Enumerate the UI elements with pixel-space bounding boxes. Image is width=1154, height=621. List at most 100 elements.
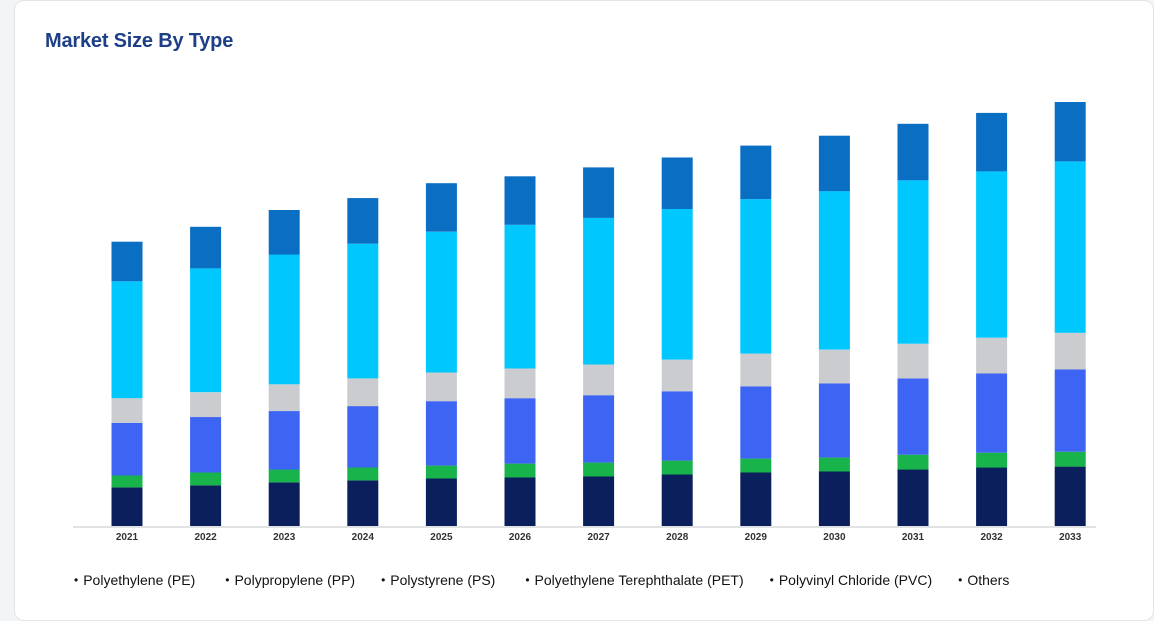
legend-bullet-icon: • xyxy=(525,573,530,587)
bar-segment-2028-series-3 xyxy=(661,359,693,392)
bar-segment-2033-series-0 xyxy=(1054,466,1086,526)
bar-segment-2027-series-4 xyxy=(583,217,615,365)
bar-segment-2031-series-2 xyxy=(897,378,929,455)
bar-segment-2025-series-1 xyxy=(425,465,457,479)
legend-bullet-icon: • xyxy=(74,573,79,587)
bar-segment-2024-series-5 xyxy=(347,198,379,244)
bar-segment-2027-series-0 xyxy=(583,476,615,526)
bar-segment-2029-series-2 xyxy=(740,386,772,459)
bar-segment-2030-series-0 xyxy=(818,471,850,526)
legend-bullet-icon: • xyxy=(958,573,963,587)
legend-item: • Polypropylene (PP) xyxy=(225,572,355,588)
bar-segment-2028-series-2 xyxy=(661,391,693,461)
bar-segment-2021-series-1 xyxy=(111,475,143,488)
bar-segment-2022-series-1 xyxy=(190,472,222,486)
bar-segment-2023-series-3 xyxy=(268,384,300,411)
bar-segment-2021-series-4 xyxy=(111,281,143,399)
bar-segment-2026-series-5 xyxy=(504,176,536,225)
legend-bullet-icon: • xyxy=(769,573,774,587)
bar-segment-2032-series-3 xyxy=(976,337,1008,374)
bar-segment-2031-series-1 xyxy=(897,454,929,470)
bar-segment-2024-series-2 xyxy=(347,406,379,468)
bar-segment-2025-series-3 xyxy=(425,372,457,402)
bar-segment-2021-series-0 xyxy=(111,487,143,526)
legend-label: Polyethylene (PE) xyxy=(83,572,196,588)
bar-segment-2031-series-0 xyxy=(897,469,929,526)
bar-segment-2033-series-4 xyxy=(1054,161,1086,333)
x-tick-label: 2032 xyxy=(980,532,1003,543)
x-tick-label: 2030 xyxy=(823,532,846,543)
legend-item: • Polyethylene (PE) xyxy=(74,572,195,588)
chart-title: Market Size By Type xyxy=(45,30,234,52)
legend-label: Polyethylene Terephthalate (PET) xyxy=(534,572,744,588)
bar-segment-2031-series-3 xyxy=(897,343,929,379)
bar-segment-2026-series-0 xyxy=(504,477,536,526)
bar-segment-2021-series-5 xyxy=(111,241,143,282)
bar-segment-2027-series-3 xyxy=(583,364,615,396)
bar-segment-2023-series-5 xyxy=(268,210,300,255)
x-tick-label: 2023 xyxy=(273,532,296,543)
bar-segment-2024-series-3 xyxy=(347,378,379,407)
bar-segment-2023-series-4 xyxy=(268,254,300,385)
bar-segment-2032-series-2 xyxy=(976,373,1008,453)
bar-segment-2030-series-3 xyxy=(818,349,850,384)
bar-segment-2029-series-0 xyxy=(740,472,772,526)
bar-segment-2028-series-0 xyxy=(661,474,693,526)
x-tick-label: 2027 xyxy=(587,532,610,543)
bar-segment-2029-series-3 xyxy=(740,353,772,387)
bar-segment-2026-series-4 xyxy=(504,224,536,369)
bar-segment-2023-series-1 xyxy=(268,469,300,483)
bar-segment-2032-series-0 xyxy=(976,467,1008,526)
bar-segment-2024-series-0 xyxy=(347,480,379,526)
bar-segment-2032-series-1 xyxy=(976,452,1008,468)
legend-bullet-icon: • xyxy=(225,573,230,587)
bar-segment-2028-series-4 xyxy=(661,209,693,360)
bar-segment-2023-series-2 xyxy=(268,411,300,470)
legend-item: • Others xyxy=(958,572,1009,588)
bar-segment-2028-series-5 xyxy=(661,157,693,209)
bar-segment-2027-series-1 xyxy=(583,462,615,477)
legend-label: Others xyxy=(967,572,1010,588)
bar-segment-2032-series-4 xyxy=(976,171,1008,338)
bar-segment-2023-series-0 xyxy=(268,482,300,526)
bar-segment-2026-series-3 xyxy=(504,368,536,399)
bar-segment-2033-series-5 xyxy=(1054,102,1086,162)
bar-segment-2025-series-4 xyxy=(425,231,457,373)
bar-segment-2030-series-5 xyxy=(818,135,850,192)
bar-segment-2022-series-4 xyxy=(190,268,222,393)
bar-segment-2024-series-4 xyxy=(347,243,379,379)
bar-segment-2021-series-2 xyxy=(111,423,143,476)
bar-segment-2025-series-2 xyxy=(425,401,457,466)
bar-segment-2027-series-2 xyxy=(583,395,615,463)
x-tick-label: 2025 xyxy=(430,532,453,543)
legend-label: Polystyrene (PS) xyxy=(390,572,496,588)
bar-segment-2021-series-3 xyxy=(111,398,143,423)
bar-segment-2022-series-5 xyxy=(190,226,222,269)
bar-segment-2030-series-2 xyxy=(818,383,850,458)
bar-segment-2030-series-1 xyxy=(818,457,850,472)
bar-segment-2030-series-4 xyxy=(818,191,850,350)
x-tick-label: 2031 xyxy=(902,532,925,543)
legend-label: Polypropylene (PP) xyxy=(234,572,356,588)
bar-segment-2025-series-0 xyxy=(425,478,457,526)
bar-segment-2022-series-3 xyxy=(190,392,222,418)
legend-item: • Polystyrene (PS) xyxy=(381,572,495,588)
bar-segment-2028-series-1 xyxy=(661,460,693,475)
bar-segment-2032-series-5 xyxy=(976,112,1008,172)
chart-legend: • Polyethylene (PE) • Polypropylene (PP) • Po… xyxy=(74,572,1009,588)
bar-segment-2024-series-1 xyxy=(347,467,379,481)
bar-segment-2026-series-2 xyxy=(504,398,536,464)
x-tick-label: 2024 xyxy=(352,532,375,543)
bar-segment-2029-series-1 xyxy=(740,458,772,473)
bar-segment-2031-series-5 xyxy=(897,123,929,181)
bar-segment-2025-series-5 xyxy=(425,183,457,232)
bar-segment-2033-series-3 xyxy=(1054,332,1086,370)
bar-segment-2026-series-1 xyxy=(504,463,536,478)
x-tick-label: 2021 xyxy=(116,532,139,543)
x-tick-label: 2033 xyxy=(1059,532,1082,543)
x-tick-label: 2029 xyxy=(745,532,768,543)
bar-segment-2022-series-0 xyxy=(190,485,222,526)
x-tick-label: 2026 xyxy=(509,532,532,543)
bar-segment-2029-series-4 xyxy=(740,199,772,354)
